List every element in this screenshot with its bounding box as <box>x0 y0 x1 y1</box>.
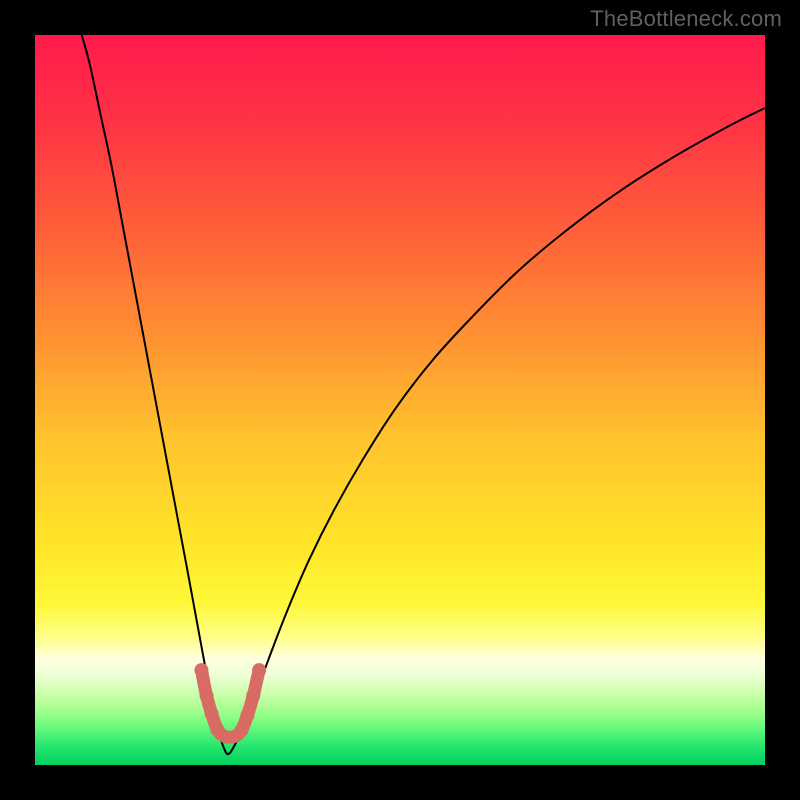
highlight-dot <box>246 689 260 703</box>
highlight-u-segment <box>201 670 259 737</box>
highlight-dot <box>211 723 225 737</box>
highlight-dot <box>200 689 214 703</box>
highlight-dot <box>194 663 208 677</box>
highlight-dot <box>235 723 249 737</box>
highlight-dot <box>240 708 254 722</box>
watermark-text: TheBottleneck.com <box>590 6 782 32</box>
highlight-dot <box>205 707 219 721</box>
highlight-dot <box>252 663 266 677</box>
chart-foreground <box>0 0 800 800</box>
chart-container: TheBottleneck.com <box>0 0 800 800</box>
bottleneck-curve <box>82 35 765 754</box>
